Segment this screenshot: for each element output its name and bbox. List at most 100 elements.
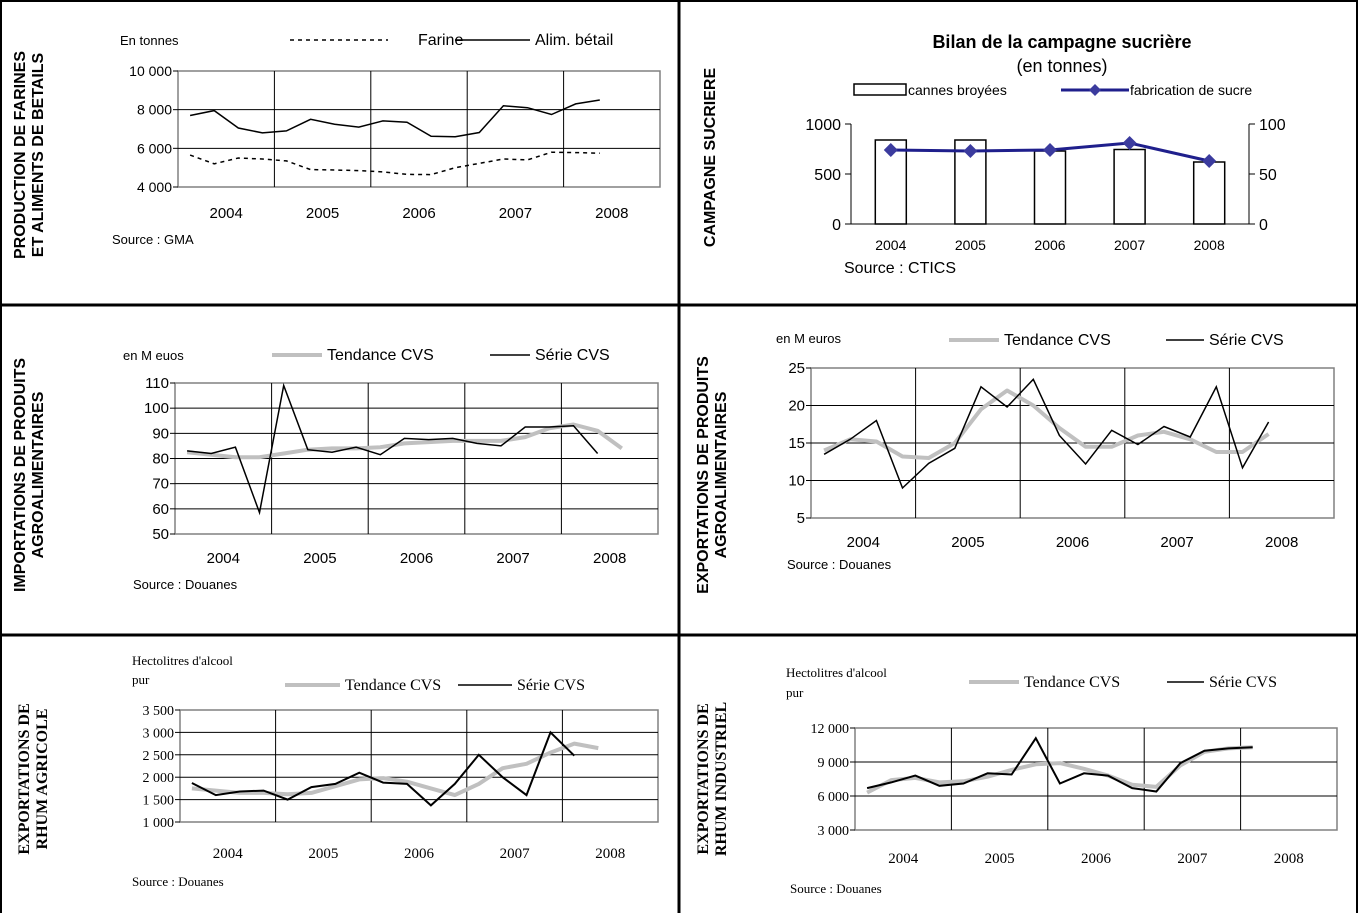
bar-cannes <box>1113 148 1146 225</box>
y-tick-label: 100 <box>144 400 169 417</box>
plot-area <box>854 727 1338 831</box>
source-label: Source : CTICS <box>844 260 956 277</box>
unit-label: Hectolitres d'alcool <box>786 665 887 680</box>
y-tick-label: 1000 <box>805 117 841 134</box>
y-tick-label: 50 <box>152 526 169 543</box>
y-tick-label: 20 <box>788 398 805 415</box>
series-line-1 <box>823 377 1270 490</box>
y-tick-label: 3 500 <box>143 704 175 719</box>
side-title-line: CAMPAGNE SUCRIERE <box>702 68 719 248</box>
side-title-line: EXPORTATIONS DE <box>695 703 712 854</box>
chart-farines: PRODUCTION DE FARINES ET ALIMENTS DE BETA… <box>12 32 661 259</box>
legend-label: Série CVS <box>535 347 610 364</box>
legend-label: Série CVS <box>1209 332 1284 349</box>
marker-sucre <box>1043 143 1057 157</box>
x-tick-label: 2006 <box>402 205 435 222</box>
x-tick-label: 2008 <box>1265 534 1298 551</box>
series-line-1 <box>866 736 1253 793</box>
x-tick-label: 2007 <box>499 205 532 222</box>
y2-tick-label: 50 <box>1259 167 1277 184</box>
series-line-1 <box>189 99 600 138</box>
y-tick-label: 3 000 <box>818 824 850 839</box>
legend-label: Tendance CVS <box>327 347 434 364</box>
x-tick-label: 2008 <box>593 550 626 567</box>
legend-label: Tendance CVS <box>1004 332 1111 349</box>
unit-label: en M euos <box>123 348 184 363</box>
unit-label: Hectolitres d'alcool <box>132 653 233 668</box>
x-tick-label: 2006 <box>1081 851 1112 867</box>
x-tick-label: 2004 <box>847 534 880 551</box>
x-tick-label: 2005 <box>955 237 986 253</box>
chart-sucre: CAMPAGNE SUCRIERE Bilan de la campagne su… <box>702 32 1286 277</box>
unit-label: En tonnes <box>120 33 179 48</box>
y-tick-label: 6 000 <box>818 790 850 805</box>
side-title-line: AGROALIMENTAIRES <box>30 391 47 558</box>
x-tick-label: 2008 <box>595 846 625 862</box>
x-tick-label: 2005 <box>985 851 1015 867</box>
y-tick-label: 80 <box>152 451 169 468</box>
side-title-line: ET ALIMENTS DE BETAILS <box>30 52 47 257</box>
x-tick-label: 2005 <box>303 550 336 567</box>
side-title-line: PRODUCTION DE FARINES <box>12 51 29 259</box>
y-tick-label: 5 <box>797 510 805 527</box>
marker-sucre <box>963 144 978 158</box>
chart-rhum-industriel: EXPORTATIONS DE RHUM INDUSTRIEL 12 000 9 00… <box>695 665 1338 896</box>
source-label: Source : Douanes <box>787 557 892 572</box>
x-tick-label: 2007 <box>500 846 531 862</box>
series-line-0 <box>191 741 599 798</box>
chart-imports: IMPORTATIONS DE PRODUITS AGROALIMENTAIRES… <box>12 347 659 592</box>
plot-area <box>177 70 661 188</box>
x-tick-label: 2007 <box>1160 534 1193 551</box>
y-tick-label: 0 <box>832 217 841 234</box>
side-title-line: RHUM AGRICOLE <box>34 709 51 850</box>
y-tick-label: 1 000 <box>143 816 175 831</box>
bar-cannes <box>1033 150 1067 225</box>
x-tick-label: 2004 <box>875 237 906 253</box>
chart-rhum-agricole: EXPORTATIONS DE RHUM AGRICOLE 3 500 3 000 2 … <box>16 653 659 889</box>
x-tick-label: 2008 <box>1194 237 1225 253</box>
y-tick-label: 10 000 <box>129 63 172 79</box>
x-tick-label: 2004 <box>207 550 240 567</box>
y-tick-label: 2 000 <box>143 771 175 786</box>
unit-label-2: pur <box>132 672 150 687</box>
legend-swatch-marker <box>1089 84 1101 96</box>
side-title-line: IMPORTATIONS DE PRODUITS <box>12 358 29 592</box>
legend-label: Tendance CVS <box>345 677 441 694</box>
unit-label: en M euros <box>776 331 842 346</box>
series-line-0 <box>823 388 1270 460</box>
x-tick-label: 2008 <box>595 205 628 222</box>
y-tick-label: 110 <box>145 375 169 392</box>
marker-sucre <box>1202 154 1217 168</box>
chart-title: Bilan de la campagne sucrière <box>932 32 1191 52</box>
x-tick-label: 2004 <box>210 205 243 222</box>
x-tick-label: 2005 <box>308 846 338 862</box>
y-tick-label: 8 000 <box>137 102 172 118</box>
legend-swatch-bar <box>853 83 907 96</box>
y2-tick-label: 0 <box>1259 217 1268 234</box>
y2-tick-label: 100 <box>1259 117 1286 134</box>
series-line-1 <box>191 730 575 807</box>
side-title-line: RHUM INDUSTRIEL <box>713 702 730 856</box>
x-tick-label: 2006 <box>400 550 433 567</box>
source-label: Source : Douanes <box>133 577 238 592</box>
series-line-0 <box>189 151 600 176</box>
bar-cannes <box>1192 161 1226 225</box>
x-tick-label: 2006 <box>1034 237 1065 253</box>
plot-area <box>179 709 659 823</box>
unit-label-2: pur <box>786 685 804 700</box>
series-line-0 <box>186 422 623 460</box>
chart-subtitle: (en tonnes) <box>1016 56 1107 76</box>
y-tick-label: 90 <box>152 425 169 442</box>
x-tick-label: 2006 <box>1056 534 1089 551</box>
legend-label: Farine <box>418 32 463 49</box>
source-label: Source : Douanes <box>132 874 224 889</box>
side-title-line: AGROALIMENTAIRES <box>713 391 730 558</box>
legend-label: Tendance CVS <box>1024 674 1120 691</box>
y-tick-label: 4 000 <box>137 179 172 195</box>
legend-label: Série CVS <box>517 677 585 694</box>
marker-sucre <box>1122 136 1137 150</box>
x-tick-label: 2007 <box>1114 237 1145 253</box>
y-tick-label: 15 <box>788 435 805 452</box>
marker-sucre <box>883 143 898 157</box>
x-tick-label: 2007 <box>496 550 529 567</box>
